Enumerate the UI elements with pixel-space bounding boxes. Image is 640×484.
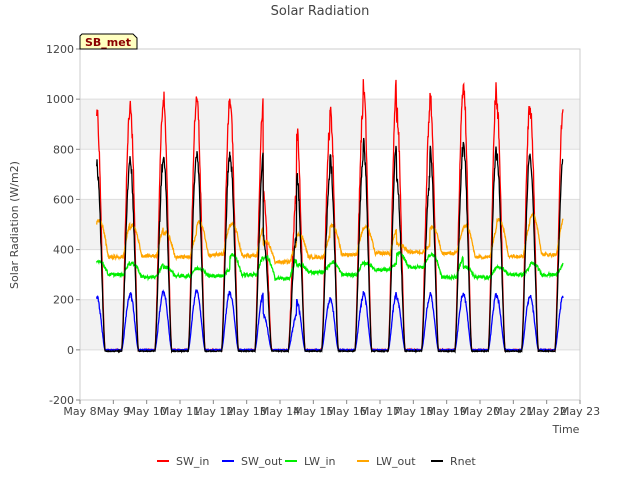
- x-tick-label: May 8: [63, 405, 96, 418]
- series-line-rnet: [96, 137, 564, 354]
- y-tick-label: 0: [67, 344, 74, 357]
- x-tick-label: May 16: [327, 405, 367, 418]
- x-tick-label: May 18: [393, 405, 433, 418]
- legend-label: SW_in: [176, 455, 209, 468]
- x-tick-label: May 14: [260, 405, 300, 418]
- legend-label: LW_in: [304, 455, 336, 468]
- legend-label: SW_out: [241, 455, 283, 468]
- site-label-box: SB_met: [79, 33, 138, 50]
- x-tick-label: May 13: [227, 405, 267, 418]
- x-tick-label: May 17: [360, 405, 400, 418]
- x-tick-label: May 21: [493, 405, 533, 418]
- y-tick-label: -200: [49, 394, 74, 407]
- x-tick-label: May 9: [97, 405, 130, 418]
- y-tick-label: 800: [53, 143, 74, 156]
- legend-label: Rnet: [450, 455, 476, 468]
- y-tick-label: 600: [53, 193, 74, 206]
- legend: SW_in SW_out LW_in LW_out Rnet: [157, 455, 476, 468]
- chart-title: Solar Radiation: [271, 4, 370, 19]
- plot-frame: [79, 48, 581, 401]
- y-tick-label: 1200: [46, 43, 74, 56]
- y-tick-label: 400: [53, 244, 74, 257]
- background-band: [80, 299, 580, 350]
- background-band: [80, 349, 580, 400]
- legend-label: LW_out: [376, 455, 416, 468]
- site-label: SB_met: [85, 36, 131, 49]
- series-line-lw-out: [96, 212, 564, 266]
- background-band: [80, 49, 580, 100]
- x-tick-label: May 23: [560, 405, 600, 418]
- series-lines: [96, 79, 564, 354]
- x-tick-label: May 22: [527, 405, 567, 418]
- y-tick-label: 200: [53, 294, 74, 307]
- x-tick-label: May 15: [293, 405, 333, 418]
- x-tick-label: May 20: [460, 405, 500, 418]
- x-tick-label: May 19: [427, 405, 467, 418]
- y-axis-label: Solar Radiation (W/m2): [8, 161, 21, 289]
- x-tick-label: May 10: [127, 405, 167, 418]
- x-tick-label: May 11: [160, 405, 200, 418]
- x-axis-label: Time: [552, 423, 580, 436]
- series-line-lw-in: [96, 250, 564, 282]
- x-tick-label: May 12: [193, 405, 233, 418]
- y-tick-label: 1000: [46, 93, 74, 106]
- background-band: [80, 199, 580, 250]
